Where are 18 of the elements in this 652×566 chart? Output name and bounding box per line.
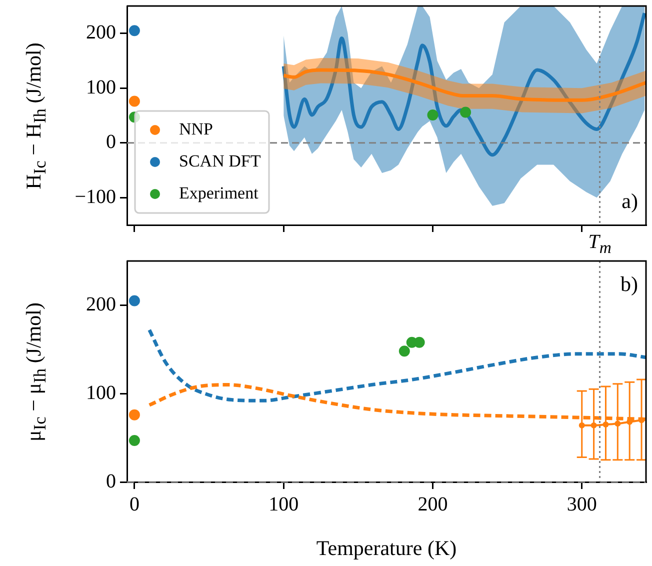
y-tick-label: 0 [106,131,116,154]
legend-label: SCAN DFT [179,151,262,170]
annotation: b) [620,272,638,296]
y-tick-label: 100 [86,76,116,98]
x-tick-label: 300 [566,493,597,516]
y-tick-label: 200 [86,293,116,316]
x-tick-label: 0 [129,493,140,516]
x-tick-label: 200 [418,493,448,516]
legend-label: Experiment [179,183,259,202]
y-tick-label: 200 [86,22,116,44]
y-tick-label: −100 [74,186,116,208]
annotation: a) [622,189,638,214]
ref-line-label: T$_{m}$ [588,231,612,258]
legend-label: NNP [179,119,214,138]
x-tick-label: 100 [268,493,299,516]
y-tick-label: 100 [86,382,116,404]
x-axis-title: Temperature (K) [316,536,457,560]
y-tick-label: 0 [106,470,116,492]
